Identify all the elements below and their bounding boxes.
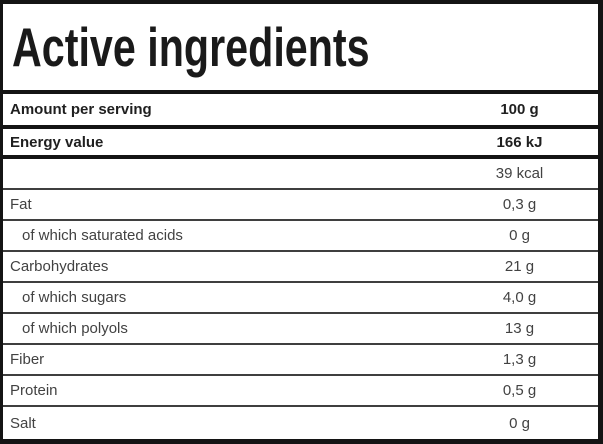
row-value: 4,0 g (502, 289, 537, 306)
title-box: Active ingredients (3, 4, 598, 94)
table-row-energy-value: Energy value 166 kJ (3, 129, 598, 159)
table-row-protein: Protein 0,5 g (3, 376, 598, 407)
table-row-amount-per-serving: Amount per serving 100 g (3, 94, 598, 129)
row-value: 0 g (509, 414, 530, 432)
row-label: Protein (10, 382, 58, 399)
table-row-kcal: 39 kcal (3, 159, 598, 190)
table-row-polyols: of which polyols 13 g (3, 314, 598, 345)
row-label: Carbohydrates (10, 258, 109, 275)
row-value: 1,3 g (502, 351, 537, 368)
row-value: 21 g (504, 258, 535, 275)
row-value: 39 kcal (495, 165, 544, 182)
row-label: Energy value (10, 133, 104, 151)
row-value: 0,3 g (502, 196, 537, 213)
row-value: 0 g (509, 227, 530, 244)
table-row-salt: Salt 0 g (3, 407, 598, 439)
row-label: Amount per serving (10, 101, 152, 118)
row-label: of which polyols (22, 320, 128, 337)
table-row-carbohydrates: Carbohydrates 21 g (3, 252, 598, 283)
row-label: of which sugars (22, 289, 127, 306)
row-value: 100 g (500, 101, 539, 118)
row-value: 0,5 g (502, 382, 537, 399)
row-label: of which saturated acids (22, 227, 183, 244)
row-label: Salt (10, 414, 36, 432)
row-value: 13 g (504, 320, 535, 337)
row-label: Fiber (10, 351, 45, 368)
row-label: Fat (10, 196, 32, 213)
page-title: Active ingredients (12, 15, 370, 78)
table-row-fiber: Fiber 1,3 g (3, 345, 598, 376)
table-row-fat: Fat 0,3 g (3, 190, 598, 221)
row-value: 166 kJ (496, 133, 543, 151)
table-row-sugars: of which sugars 4,0 g (3, 283, 598, 314)
table-row-saturated-acids: of which saturated acids 0 g (3, 221, 598, 252)
